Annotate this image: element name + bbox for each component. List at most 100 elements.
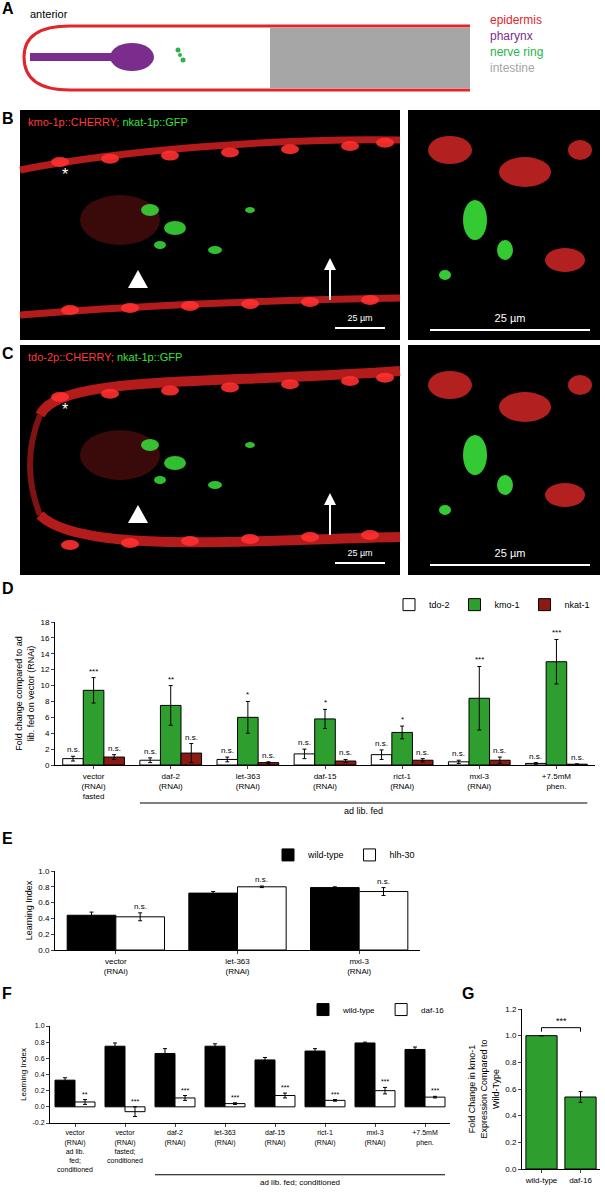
svg-text:0.8: 0.8	[35, 1039, 45, 1046]
svg-text:let-363(RNAi): let-363(RNAi)	[225, 957, 250, 976]
svg-text:-0.2: -0.2	[33, 1119, 45, 1126]
svg-text:25 µm: 25 µm	[347, 548, 372, 558]
svg-text:ad lib. fed; conditioned: ad lib. fed; conditioned	[260, 1178, 340, 1187]
svg-text:18: 18	[40, 618, 49, 627]
svg-text:0.6: 0.6	[505, 1085, 517, 1094]
svg-text:n.s.: n.s.	[298, 738, 311, 747]
svg-text:rict-1(RNAi): rict-1(RNAi)	[390, 772, 414, 791]
svg-text:n.s.: n.s.	[262, 751, 275, 760]
svg-text:n.s.: n.s.	[452, 749, 465, 758]
svg-text:vector(RNAi)fasted;conditioned: vector(RNAi)fasted;conditioned	[107, 1129, 143, 1163]
svg-text:4: 4	[45, 729, 50, 738]
svg-text:n.s.: n.s.	[375, 739, 388, 748]
svg-text:ad lib. fed: ad lib. fed	[344, 806, 383, 816]
svg-text:vector(RNAi)fasted: vector(RNAi)fasted	[82, 772, 106, 802]
svg-text:*: *	[324, 698, 327, 707]
svg-text:n.s.: n.s.	[67, 745, 80, 754]
svg-text:1.2: 1.2	[505, 1005, 517, 1014]
svg-text:n.s.: n.s.	[416, 748, 429, 757]
svg-text:25 µm: 25 µm	[347, 313, 372, 323]
svg-text:*: *	[246, 690, 249, 699]
svg-text:kmo-1: kmo-1	[495, 600, 520, 610]
svg-text:anterior: anterior	[30, 8, 68, 20]
svg-text:n.s.: n.s.	[529, 752, 542, 761]
svg-text:0.8: 0.8	[505, 1058, 517, 1067]
svg-text:n.s.: n.s.	[108, 744, 121, 753]
svg-text:0.2: 0.2	[38, 930, 50, 939]
svg-text:n.s.: n.s.	[221, 746, 234, 755]
svg-text:0.0: 0.0	[35, 1103, 45, 1110]
svg-text:intestine: intestine	[490, 61, 535, 75]
svg-text:pharynx: pharynx	[490, 29, 533, 43]
svg-text:Learning Index: Learning Index	[19, 1048, 28, 1101]
svg-text:vector(RNAi): vector(RNAi)	[104, 957, 128, 976]
svg-text:0.0: 0.0	[38, 946, 50, 955]
svg-text:wild-type: wild-type	[342, 1006, 375, 1015]
svg-text:**: **	[168, 675, 174, 684]
svg-text:6: 6	[45, 713, 50, 722]
svg-text:Fold change compared to adlib.: Fold change compared to adlib. fed on ve…	[14, 636, 36, 751]
svg-text:***: ***	[131, 1098, 139, 1105]
svg-text:***: ***	[475, 655, 484, 664]
svg-text:*: *	[62, 401, 68, 418]
svg-text:daf-2(RNAi): daf-2(RNAi)	[165, 1129, 186, 1146]
svg-text:2: 2	[45, 745, 50, 754]
svg-text:1.0: 1.0	[35, 1022, 45, 1029]
svg-text:nkat-1: nkat-1	[565, 600, 590, 610]
svg-text:***: ***	[89, 667, 98, 676]
svg-text:daf-16: daf-16	[569, 1176, 592, 1185]
svg-text:kmo-1p::CHERRY; nkat-1p::GFP: kmo-1p::CHERRY; nkat-1p::GFP	[28, 116, 188, 128]
svg-text:*: *	[62, 166, 68, 183]
svg-text:tdo-2p::CHERRY; nkat-1p::GFP: tdo-2p::CHERRY; nkat-1p::GFP	[28, 351, 182, 363]
svg-text:10: 10	[40, 681, 49, 690]
svg-text:0.6: 0.6	[35, 1055, 45, 1062]
svg-text:let-363(RNAi): let-363(RNAi)	[236, 772, 261, 791]
svg-text:14: 14	[40, 650, 49, 659]
svg-text:n.s.: n.s.	[377, 877, 390, 886]
svg-text:***: ***	[552, 628, 561, 637]
svg-text:rict-1(RNAi): rict-1(RNAi)	[315, 1129, 336, 1146]
svg-text:mxl-3(RNAi): mxl-3(RNAi)	[467, 772, 491, 791]
svg-text:mxl-3(RNAi): mxl-3(RNAi)	[347, 957, 371, 976]
svg-text:let-363(RNAi): let-363(RNAi)	[214, 1129, 236, 1146]
svg-text:n.s.: n.s.	[493, 746, 506, 755]
svg-text:wild-type: wild-type	[525, 1176, 558, 1185]
svg-text:n.s.: n.s.	[144, 747, 157, 756]
svg-text:n.s.: n.s.	[185, 733, 198, 742]
svg-text:0.4: 0.4	[35, 1071, 45, 1078]
svg-text:n.s.: n.s.	[339, 748, 352, 757]
svg-text:vector(RNAi)ad lib.fed;conditi: vector(RNAi)ad lib.fed;conditioned	[57, 1129, 93, 1172]
svg-text:Fold Change in kmo-1Expression: Fold Change in kmo-1Expression Compared …	[467, 1039, 500, 1138]
svg-text:**: **	[82, 1091, 88, 1098]
svg-text:0.8: 0.8	[38, 883, 50, 892]
svg-text:daf-16: daf-16	[421, 1006, 444, 1015]
svg-text:n.s.: n.s.	[571, 753, 584, 762]
svg-text:tdo-2: tdo-2	[429, 600, 450, 610]
svg-text:***: ***	[381, 1078, 389, 1085]
svg-text:0.2: 0.2	[35, 1087, 45, 1094]
svg-text:+7.5mMphen.: +7.5mMphen.	[542, 772, 571, 791]
svg-text:wild-type: wild-type	[307, 850, 344, 860]
svg-text:n.s.: n.s.	[255, 875, 268, 884]
svg-text:0.0: 0.0	[505, 1165, 517, 1174]
svg-text:25 µm: 25 µm	[495, 547, 526, 559]
svg-text:1.0: 1.0	[38, 867, 50, 876]
svg-text:0.2: 0.2	[505, 1138, 517, 1147]
svg-text:***: ***	[331, 1091, 339, 1098]
svg-text:12: 12	[40, 665, 49, 674]
svg-text:0.4: 0.4	[505, 1111, 517, 1120]
svg-text:***: ***	[431, 1087, 439, 1094]
svg-text:mxl-3(RNAi): mxl-3(RNAi)	[365, 1129, 386, 1146]
svg-text:*: *	[401, 715, 404, 724]
svg-text:0: 0	[45, 761, 50, 770]
svg-text:nerve ring: nerve ring	[490, 45, 543, 59]
svg-text:daf-15(RNAi): daf-15(RNAi)	[265, 1129, 286, 1146]
svg-text:16: 16	[40, 634, 49, 643]
svg-text:0.4: 0.4	[38, 914, 50, 923]
svg-text:***: ***	[181, 1087, 189, 1094]
svg-text:Learning Index: Learning Index	[24, 880, 34, 940]
svg-text:hlh-30: hlh-30	[390, 850, 415, 860]
svg-text:daf-15(RNAi): daf-15(RNAi)	[313, 772, 337, 791]
svg-text:n.s.: n.s.	[134, 902, 147, 911]
svg-text:***: ***	[556, 1016, 567, 1026]
